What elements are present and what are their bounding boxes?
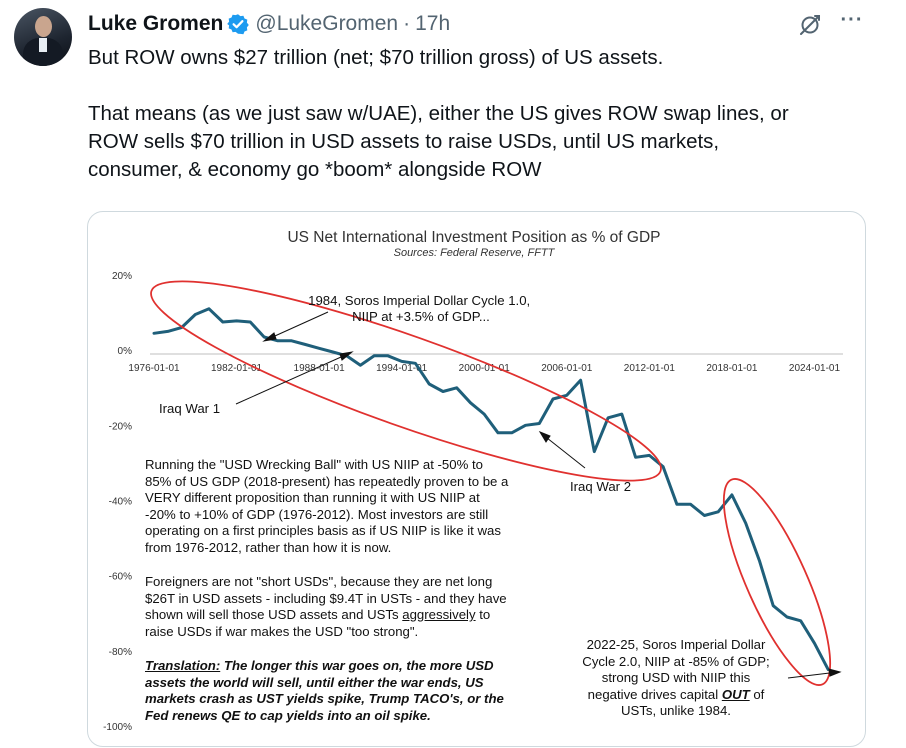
annotation-cycle1: 1984, Soros Imperial Dollar Cycle 1.0, N… [308,293,534,324]
niip-series-line [152,307,830,672]
x-tick-label: 1982-01-01 [211,363,263,374]
annotation-cycle2: 2022-25, Soros Imperial Dollar Cycle 2.0… [582,637,770,718]
x-tick-label: 2018-01-01 [706,363,758,374]
tweet-timestamp[interactable]: 17h [415,12,451,35]
annotation-wrecking-ball: Running the "USD Wrecking Ball" with US … [145,457,509,555]
annotation-foreigners: Foreigners are not "short USDs", because… [145,574,507,639]
verified-badge-icon [227,14,250,35]
x-tick-label: 1988-01-01 [294,363,346,374]
header-separator: · [403,12,411,35]
x-tick-label: 2000-01-01 [459,363,511,374]
y-axis: 20% 0% -20% -40% -60% -80% -100% [103,271,132,733]
x-tick-label: 2006-01-01 [541,363,593,374]
annotation-arrows [235,311,842,679]
tweet-line-2: That means (as we just saw w/UAE), eithe… [88,102,789,125]
x-tick-label: 1994-01-01 [376,363,428,374]
x-tick-label: 2012-01-01 [624,363,676,374]
tweet-line-3: ROW sells $70 trillion in USD assets to … [88,130,720,153]
y-tick-label: -80% [109,647,132,658]
x-axis: 1976-01-01 1982-01-01 1988-01-01 1994-01-01… [128,363,840,374]
author-handle[interactable]: @LukeGromen [255,12,399,35]
highlight-ellipse-cycle2 [722,478,832,686]
tweet-line-4: consumer, & economy go *boom* alongside … [88,158,542,181]
chart-title: US Net International Investment Position… [287,229,660,246]
annotation-iraq-war-1: Iraq War 1 [159,401,220,416]
avatar-head [35,16,52,37]
tweet-text: But ROW owns $27 trillion (net; $70 tril… [88,44,878,184]
grok-icon[interactable] [796,11,824,39]
highlight-ellipse-cycle1 [150,280,662,482]
author-avatar[interactable] [14,8,72,66]
y-tick-label: 20% [112,271,132,282]
annotation-iraq-war-2: Iraq War 2 [570,479,631,494]
tweet-line-1: But ROW owns $27 trillion (net; $70 tril… [88,46,664,69]
annotation-translation: Translation: The longer this war goes on… [145,658,504,723]
y-tick-label: -40% [109,497,132,508]
y-tick-label: -100% [103,722,132,733]
x-tick-label: 2024-01-01 [789,363,841,374]
author-name[interactable]: Luke Gromen [88,12,224,35]
y-tick-label: -60% [109,572,132,583]
y-tick-label: 0% [118,346,133,357]
tweet-header: Luke Gromen @LukeGromen · 17h [88,9,450,39]
more-icon[interactable]: ··· [840,9,864,31]
chart-canvas: US Net International Investment Position… [103,229,843,733]
chart-subtitle: Sources: Federal Reserve, FFTT [394,247,556,259]
tweet-media-chart[interactable]: US Net International Investment Position… [87,211,866,747]
avatar-shirt [39,38,47,52]
y-tick-label: -20% [109,421,132,432]
x-tick-label: 1976-01-01 [128,363,180,374]
